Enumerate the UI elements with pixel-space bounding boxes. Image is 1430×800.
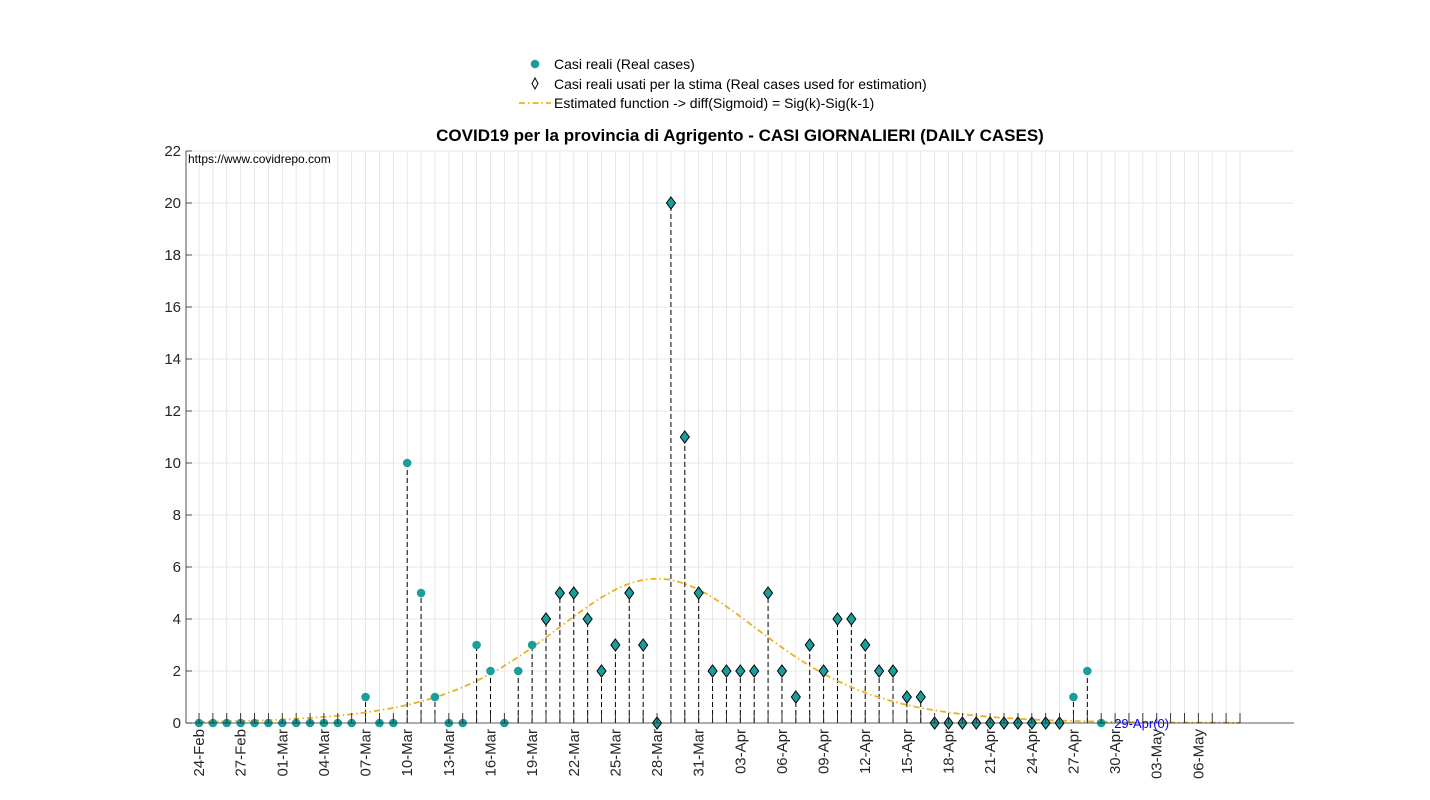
estimation-case-point	[693, 586, 704, 600]
estimation-case-point	[887, 664, 899, 678]
legend: Casi reali (Real cases) Casi reali usati…	[519, 56, 927, 111]
real-case-point	[472, 640, 481, 650]
estimation-case-point	[762, 586, 774, 600]
y-tick-label: 12	[164, 403, 181, 420]
x-tick-label: 03-Apr	[732, 729, 749, 774]
estimation-case-point	[610, 638, 621, 652]
y-tick-label: 0	[173, 715, 181, 732]
estimation-case-point	[832, 612, 843, 626]
fit-line	[198, 577, 1240, 724]
estimation-case-point	[721, 664, 732, 678]
legend-marker-real-cases	[530, 59, 540, 69]
legend-label-fit-line: Estimated function -> diff(Sigmoid) = Si…	[554, 95, 874, 111]
x-tick-label: 06-May	[1190, 729, 1207, 780]
estimation-case-point	[665, 196, 677, 210]
y-tick-label: 6	[173, 559, 181, 576]
x-ticks: 24-Feb 27-Feb 01-Mar 04-Mar 07-Mar 10-Mar 13-M…	[191, 713, 1241, 780]
real-case-point	[513, 666, 523, 676]
estimation-case-point	[776, 664, 788, 678]
y-tick-label: 4	[173, 611, 181, 628]
estimation-case-point	[873, 664, 885, 678]
estimation-case-point	[818, 664, 829, 678]
real-case-point	[361, 692, 370, 702]
x-tick-label: 06-Apr	[774, 729, 791, 774]
watermark-url: https://www.covidrepo.com	[188, 152, 331, 166]
y-tick-label: 2	[173, 663, 181, 680]
chart-title: COVID19 per la provincia di Agrigento - …	[436, 126, 1044, 145]
real-case-point	[416, 588, 426, 598]
real-case-point	[402, 458, 412, 468]
estimation-case-point	[568, 586, 579, 600]
real-case-point	[527, 640, 537, 650]
legend-label-estimation-cases: Casi reali usati per la stima (Real case…	[554, 76, 927, 92]
x-tick-label: 22-Mar	[566, 729, 583, 777]
x-tick-label: 12-Apr	[857, 729, 874, 774]
estimation-case-point	[624, 586, 635, 600]
estimation-case-point	[901, 690, 913, 704]
x-tick-label: 10-Mar	[399, 729, 416, 777]
real-case-point	[486, 666, 495, 676]
y-tick-label: 8	[173, 507, 181, 524]
y-tick-label: 18	[164, 247, 181, 264]
x-tick-label: 03-May	[1149, 729, 1166, 780]
estimation-case-point	[735, 664, 746, 678]
x-tick-label: 19-Mar	[524, 729, 541, 777]
legend-marker-estimation-cases	[531, 76, 539, 91]
estimation-case-point	[554, 586, 566, 600]
x-tick-label: 25-Mar	[607, 729, 624, 777]
estimation-case-point	[540, 612, 552, 626]
x-tick-label: 15-Apr	[899, 729, 916, 774]
x-tick-label: 24-Feb	[191, 729, 208, 777]
x-tick-label: 16-Mar	[482, 729, 499, 777]
real-case-point	[1083, 666, 1092, 676]
x-tick-label: 28-Mar	[649, 729, 666, 777]
x-tick-label: 31-Mar	[691, 729, 708, 777]
x-tick-label: 27-Feb	[233, 729, 250, 777]
x-tick-label: 04-Mar	[316, 729, 333, 777]
x-tick-label: 27-Apr	[1065, 729, 1082, 774]
y-tick-label: 16	[164, 299, 181, 316]
estimation-case-point	[707, 664, 718, 678]
legend-label-real-cases: Casi reali (Real cases)	[554, 56, 695, 72]
y-ticks: 0 2 4 6 8 10 12 14 16 18 20 22	[164, 143, 192, 732]
estimation-case-point	[596, 664, 607, 678]
x-tick-label: 18-Apr	[941, 729, 958, 774]
x-tick-label: 24-Apr	[1024, 729, 1041, 774]
estimation-case-point	[679, 430, 690, 444]
x-tick-label: 30-Apr	[1107, 729, 1124, 774]
x-tick-label: 09-Apr	[816, 729, 833, 774]
estimation-case-point	[915, 690, 926, 704]
x-tick-label: 21-Apr	[982, 729, 999, 774]
estimation-case-point	[860, 638, 871, 652]
x-tick-label: 13-Mar	[441, 729, 458, 777]
x-tick-label: 07-Mar	[358, 729, 375, 777]
y-tick-label: 14	[164, 351, 181, 368]
annotation-last-date: 29-Apr(0)	[1114, 716, 1169, 731]
estimation-case-point	[804, 638, 815, 652]
y-tick-label: 22	[164, 143, 181, 160]
estimation-case-point	[582, 612, 593, 626]
estimation-case-point	[790, 690, 801, 704]
y-tick-label: 20	[164, 195, 181, 212]
y-tick-label: 10	[164, 455, 181, 472]
x-tick-label: 01-Mar	[274, 729, 291, 777]
real-case-point	[430, 692, 440, 702]
estimation-case-point	[846, 612, 857, 626]
estimation-case-point	[749, 664, 760, 678]
estimation-case-point	[638, 638, 649, 652]
grid	[186, 150, 1294, 723]
real-case-point	[1069, 692, 1078, 702]
